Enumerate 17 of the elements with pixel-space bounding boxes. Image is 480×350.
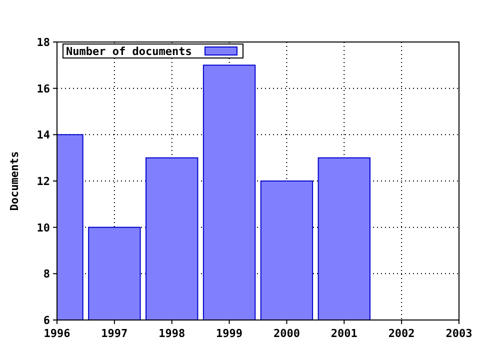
x-tick-label: 2000 xyxy=(273,327,300,340)
x-tick-label: 1996 xyxy=(44,327,71,340)
legend-label: Number of documents xyxy=(66,45,192,58)
y-tick-label: 12 xyxy=(36,175,50,188)
y-tick-label: 10 xyxy=(36,221,50,234)
x-tick-label: 1999 xyxy=(216,327,243,340)
x-tick-label: 1997 xyxy=(101,327,128,340)
x-tick-label: 2002 xyxy=(388,327,415,340)
y-tick-label: 18 xyxy=(36,36,50,49)
x-tick-label: 1998 xyxy=(158,327,186,340)
y-tick-label: 16 xyxy=(36,82,50,96)
y-tick-label: 14 xyxy=(36,128,50,142)
y-axis-title: Documents xyxy=(8,151,21,211)
x-tick-label: 2001 xyxy=(330,327,358,340)
x-tick-label: 2003 xyxy=(446,327,472,340)
y-tick-label: 8 xyxy=(43,268,50,281)
y-tick-label: 6 xyxy=(43,314,50,327)
